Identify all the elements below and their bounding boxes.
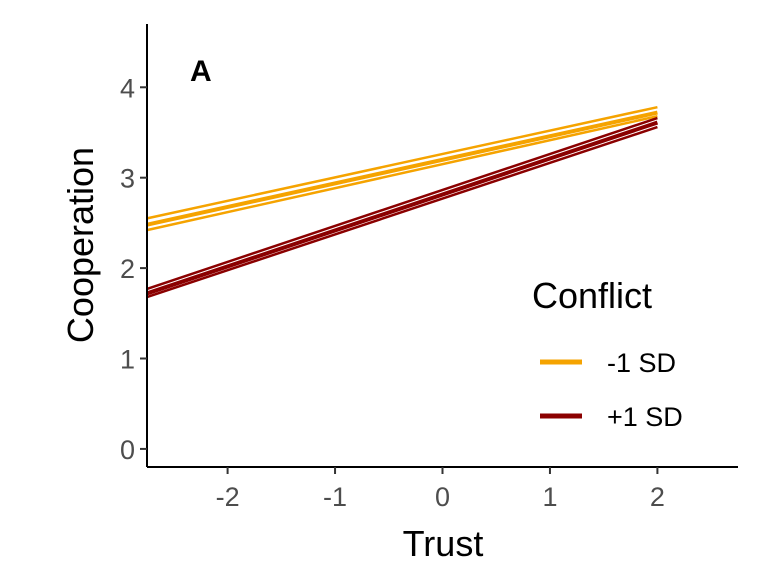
legend: Conflict -1 SD +1 SD	[532, 275, 683, 432]
legend-title: Conflict	[532, 275, 652, 316]
y-ticks: 0 1 2 3 4	[120, 73, 147, 465]
y-axis-title: Cooperation	[60, 147, 101, 343]
x-ticks: -2 -1 0 1 2	[216, 467, 665, 512]
y-tick-label: 3	[120, 164, 135, 194]
plot-area	[146, 105, 659, 299]
series-minus-1sd-line	[146, 110, 658, 227]
y-tick-label: 1	[120, 345, 135, 375]
series-plus-1sd-band-upper	[146, 116, 658, 291]
x-axis-title: Trust	[403, 523, 484, 564]
x-tick-label: -2	[216, 482, 240, 512]
x-tick-label: -1	[323, 482, 347, 512]
legend-label-plus-1sd: +1 SD	[607, 402, 683, 432]
legend-label-minus-1sd: -1 SD	[607, 348, 676, 378]
y-tick-label: 2	[120, 254, 135, 284]
x-tick-label: 2	[650, 482, 665, 512]
x-tick-label: 0	[435, 482, 450, 512]
series-plus-1sd-band-lower	[146, 125, 658, 299]
y-tick-label: 4	[120, 73, 135, 103]
panel-label: A	[190, 55, 212, 88]
series-minus-1sd-band-lower	[146, 114, 658, 232]
x-tick-label: 1	[542, 482, 557, 512]
y-tick-label: 0	[120, 435, 135, 465]
series-minus-1sd-band-upper	[146, 105, 658, 220]
series-plus-1sd-line	[146, 120, 659, 296]
